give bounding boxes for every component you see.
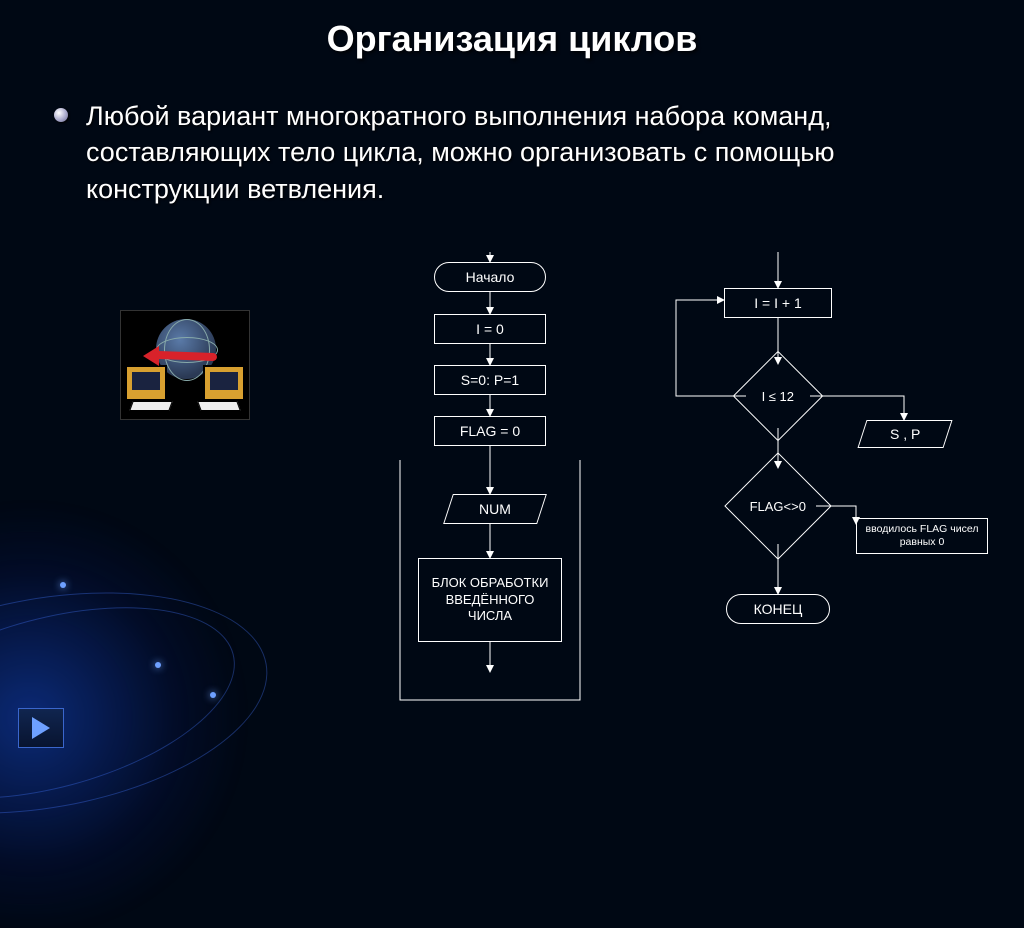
star-dot xyxy=(60,582,66,588)
flow-node-note: вводилось FLAG чисел равных 0 xyxy=(856,518,988,554)
flow-node-i0: I = 0 xyxy=(434,314,546,344)
flow-node-num: NUM xyxy=(443,494,547,524)
monitor-icon xyxy=(203,365,245,401)
red-arrow-icon xyxy=(143,349,229,363)
bullet-row: Любой вариант многократного выполнения н… xyxy=(54,98,964,207)
next-slide-button[interactable] xyxy=(18,708,64,748)
bullet-text: Любой вариант многократного выполнения н… xyxy=(86,98,964,207)
flow-node-dec2: FLAG<>0 xyxy=(724,452,831,559)
computers-clipart xyxy=(120,310,250,420)
flow-node-outsp: S , P xyxy=(857,420,952,448)
flow-node-block: БЛОК ОБРАБОТКИ ВВЕДЁННОГО ЧИСЛА xyxy=(418,558,562,642)
star-dot xyxy=(155,662,161,668)
flow-node-dec1: I ≤ 12 xyxy=(733,351,824,442)
flow-node-flag0: FLAG = 0 xyxy=(434,416,546,446)
star-dot xyxy=(210,692,216,698)
slide-title: Организация циклов xyxy=(0,18,1024,60)
bullet-icon xyxy=(54,108,68,122)
play-icon xyxy=(32,717,50,739)
flow-node-start: Начало xyxy=(434,262,546,292)
keyboard-icon xyxy=(129,401,173,411)
flow-node-end: КОНЕЦ xyxy=(726,594,830,624)
keyboard-icon xyxy=(197,401,241,411)
flow-node-sp: S=0: P=1 xyxy=(434,365,546,395)
monitor-icon xyxy=(125,365,167,401)
flow-node-inc: I = I + 1 xyxy=(724,288,832,318)
